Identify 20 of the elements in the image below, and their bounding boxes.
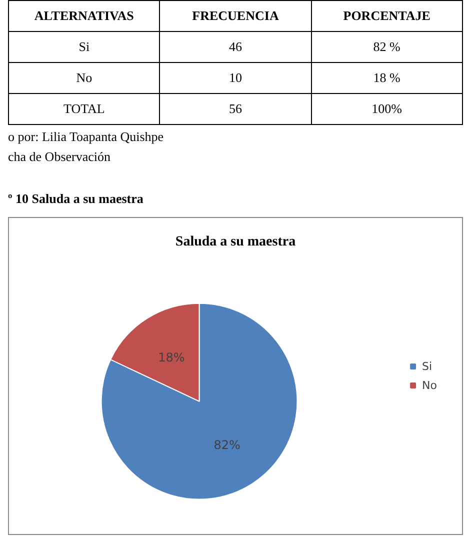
text: TOTAL (8, 94, 160, 124)
text: 18 % (311, 62, 462, 94)
text: 56 (160, 94, 312, 124)
text: o por: Lilia Toapanta Quishpe (8, 129, 165, 145)
text: ALTERNATIVAS (8, 0, 160, 32)
legend-label: Si (422, 360, 432, 373)
text: 46 (160, 32, 312, 62)
chart-title: Saluda a su maestra (175, 234, 296, 250)
text: 82 % (311, 32, 462, 62)
text: No (8, 62, 160, 94)
legend-label: No (422, 379, 438, 392)
data-label: 82% (214, 438, 240, 452)
text: FRECUENCIA (160, 0, 312, 32)
text: PORCENTAJE (311, 0, 462, 32)
text: Si (8, 32, 160, 62)
text: 100% (311, 94, 462, 124)
text: cha de Observación (8, 149, 112, 165)
data-label: 18% (158, 350, 185, 364)
text: 10 (160, 62, 312, 94)
text: º 10 Saluda a su maestra (8, 191, 144, 207)
